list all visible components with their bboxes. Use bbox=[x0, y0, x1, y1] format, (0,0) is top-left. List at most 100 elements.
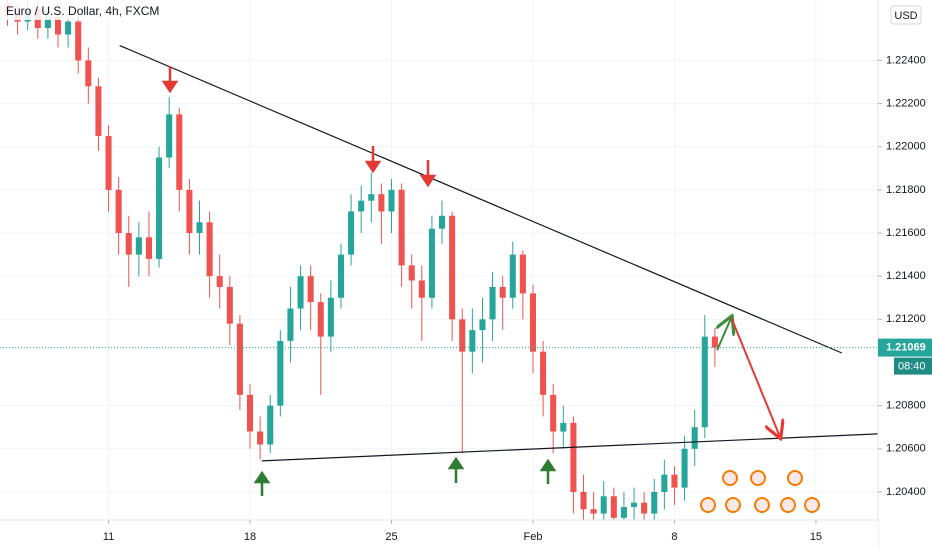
event-icon bbox=[787, 470, 803, 486]
down-marker-head bbox=[419, 174, 437, 188]
candle-body bbox=[65, 21, 72, 35]
y-tick-label: 1.21600 bbox=[886, 227, 926, 239]
up-marker-head bbox=[539, 458, 557, 472]
candle-body bbox=[459, 319, 466, 352]
candle-body bbox=[499, 286, 506, 298]
candle-body bbox=[489, 286, 496, 320]
event-icon bbox=[700, 497, 716, 513]
candle-body bbox=[620, 507, 627, 518]
candle-body bbox=[368, 194, 375, 201]
axes: 1.22400 1.22200 1.22000 1.21800 1.21600 1.214… bbox=[103, 54, 932, 543]
candle-body bbox=[95, 86, 102, 136]
x-tick-label: 8 bbox=[671, 531, 677, 543]
candle-body bbox=[560, 422, 567, 432]
projection-arrow bbox=[717, 318, 731, 351]
candle-body bbox=[166, 114, 173, 158]
trendline bbox=[119, 44, 843, 354]
candle-body bbox=[509, 254, 516, 298]
event-icon bbox=[780, 497, 796, 513]
candle-body bbox=[378, 194, 385, 212]
x-tick-label: 25 bbox=[385, 531, 397, 543]
candle-body bbox=[85, 60, 92, 87]
candle-body bbox=[590, 509, 597, 514]
up-marker-head bbox=[447, 456, 465, 470]
x-tick-label: 11 bbox=[103, 531, 114, 543]
candle-body bbox=[358, 200, 365, 212]
candle-body bbox=[246, 394, 254, 432]
y-tick-label: 1.21200 bbox=[886, 313, 926, 325]
candle-body bbox=[54, 17, 62, 35]
x-tick-label: Feb bbox=[524, 531, 543, 543]
candle-body bbox=[398, 189, 405, 266]
grid bbox=[0, 0, 878, 520]
candle-body bbox=[479, 319, 486, 331]
candle-body bbox=[206, 222, 213, 277]
candle-body bbox=[529, 293, 537, 352]
candle-body bbox=[388, 189, 395, 212]
candle-body bbox=[681, 448, 688, 488]
candle-body bbox=[641, 502, 648, 514]
candle-body bbox=[145, 237, 152, 259]
time-axis bbox=[0, 520, 878, 550]
candle-body bbox=[226, 286, 233, 324]
currency-badge[interactable] bbox=[890, 5, 922, 25]
y-tick-label: 1.21400 bbox=[886, 270, 926, 282]
signal-markers bbox=[161, 66, 557, 496]
price-axis bbox=[878, 0, 932, 550]
countdown-label: 08:40 bbox=[898, 361, 926, 373]
candle-body bbox=[186, 189, 193, 234]
candle-body bbox=[550, 394, 557, 432]
chart-title: Euro / U.S. Dollar, 4h, FXCM bbox=[6, 4, 159, 18]
x-tick-label: 18 bbox=[244, 531, 256, 543]
up-marker-head bbox=[253, 470, 271, 484]
y-tick-label: 1.20400 bbox=[886, 486, 926, 498]
candle-body bbox=[449, 215, 456, 320]
candle-body bbox=[580, 491, 587, 510]
candle-body bbox=[540, 351, 547, 395]
candle-body bbox=[125, 233, 132, 255]
y-tick-label: 1.22200 bbox=[886, 97, 926, 109]
candle-body bbox=[651, 491, 658, 514]
candle-body bbox=[75, 21, 82, 61]
candle-body bbox=[631, 502, 638, 508]
candle-body bbox=[44, 17, 51, 29]
candle-body bbox=[691, 427, 698, 449]
candle-body bbox=[428, 228, 435, 298]
y-tick-label: 1.22000 bbox=[886, 141, 926, 153]
candle-body bbox=[327, 297, 334, 337]
candle-body bbox=[469, 330, 476, 352]
candle-body bbox=[711, 336, 718, 348]
y-tick-label: 1.22400 bbox=[886, 54, 926, 66]
event-icons bbox=[700, 470, 820, 513]
candle-body bbox=[297, 276, 304, 309]
down-marker-head bbox=[161, 80, 179, 94]
candle-body bbox=[439, 215, 446, 229]
event-icon bbox=[804, 497, 820, 513]
candle-body bbox=[236, 323, 243, 395]
candle-body bbox=[267, 405, 274, 445]
y-tick-label: 1.21800 bbox=[886, 184, 926, 196]
candle-body bbox=[337, 254, 345, 298]
candle-body bbox=[176, 114, 183, 190]
candle-body bbox=[671, 474, 678, 488]
title-backdrop bbox=[0, 0, 220, 20]
candle-body bbox=[348, 211, 355, 255]
event-icon bbox=[725, 497, 741, 513]
candle-body bbox=[196, 222, 203, 234]
last-price-label: 1.21069 bbox=[886, 342, 926, 354]
candle-body bbox=[277, 340, 284, 406]
candle-body bbox=[610, 496, 617, 518]
candle-body bbox=[519, 254, 526, 294]
candle-body bbox=[287, 308, 294, 341]
candle-body bbox=[661, 474, 668, 492]
candle-body bbox=[317, 302, 324, 337]
candle-body bbox=[408, 265, 415, 281]
last-price-tag bbox=[878, 338, 932, 357]
candle-body bbox=[105, 135, 112, 190]
candle-body bbox=[307, 276, 314, 303]
projection-arrow bbox=[730, 317, 780, 437]
candle-body bbox=[701, 336, 708, 428]
y-tick-label: 1.20600 bbox=[886, 443, 926, 455]
